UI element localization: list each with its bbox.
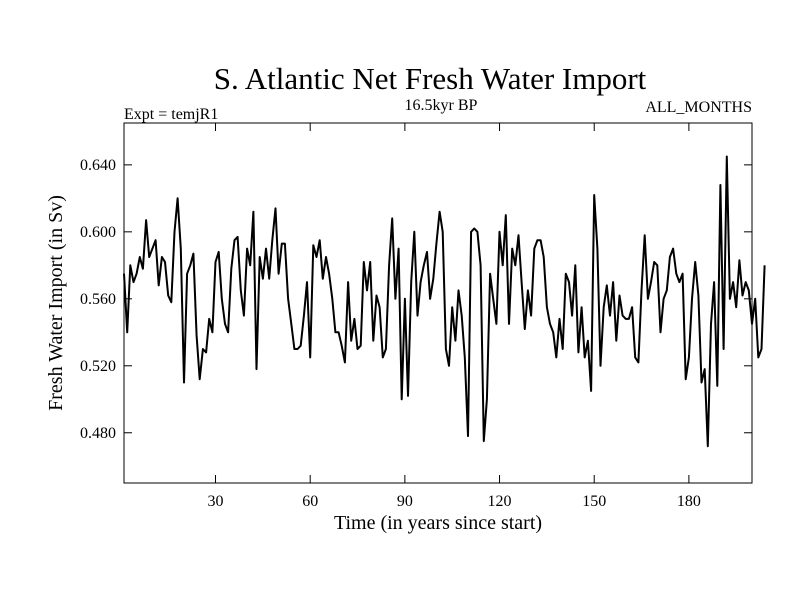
- series-line: [123, 155, 766, 448]
- x-tick-label-2: 90: [397, 493, 413, 510]
- x-tick-label-0: 30: [208, 493, 224, 510]
- x-tick-label-3: 120: [488, 493, 512, 510]
- y-axis: 0.480 0.520 0.560 0.600 0.640: [80, 157, 752, 442]
- y-tick-label-2: 0.560: [80, 291, 116, 308]
- y-tick-label-1: 0.520: [80, 358, 116, 375]
- plot-frame: [123, 122, 753, 484]
- x-tick-label-4: 150: [582, 493, 606, 510]
- period-label: 16.5kyr BP: [405, 97, 478, 114]
- months-label: ALL_MONTHS: [645, 99, 752, 116]
- chart-title: S. Atlantic Net Fresh Water Import: [214, 61, 647, 96]
- x-axis: 30 60 90 120 150 180: [208, 123, 701, 510]
- y-tick-label-4: 0.640: [80, 157, 116, 174]
- y-tick-label-0: 0.480: [80, 425, 116, 442]
- x-axis-label: Time (in years since start): [334, 512, 542, 534]
- y-axis-label: Fresh Water Import (in Sv): [45, 195, 67, 411]
- x-tick-label-5: 180: [677, 493, 701, 510]
- x-tick-label-1: 60: [302, 493, 318, 510]
- experiment-label: Expt = temjR1: [124, 106, 218, 123]
- y-tick-label-3: 0.600: [80, 224, 116, 241]
